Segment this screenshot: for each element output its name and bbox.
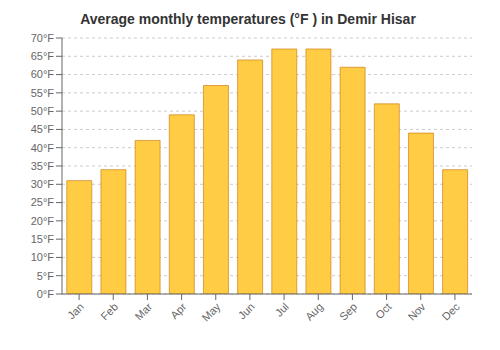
svg-text:5°F: 5°F [37, 270, 55, 282]
svg-text:Jun: Jun [236, 300, 257, 321]
svg-text:50°F: 50°F [31, 105, 55, 117]
svg-text:40°F: 40°F [31, 142, 55, 154]
svg-text:70°F: 70°F [31, 32, 55, 44]
svg-text:Nov: Nov [405, 300, 428, 323]
svg-text:45°F: 45°F [31, 123, 55, 135]
svg-text:55°F: 55°F [31, 87, 55, 99]
svg-text:25°F: 25°F [31, 196, 55, 208]
svg-text:Dec: Dec [440, 300, 463, 323]
svg-text:Jan: Jan [65, 300, 86, 321]
svg-text:0°F: 0°F [37, 288, 55, 300]
svg-text:65°F: 65°F [31, 50, 55, 62]
svg-text:Jul: Jul [273, 300, 291, 318]
svg-text:Oct: Oct [373, 300, 394, 321]
svg-text:10°F: 10°F [31, 251, 55, 263]
svg-text:Apr: Apr [168, 300, 189, 321]
svg-text:Mar: Mar [132, 300, 154, 322]
svg-text:60°F: 60°F [31, 68, 55, 80]
svg-text:35°F: 35°F [31, 160, 55, 172]
svg-text:30°F: 30°F [31, 178, 55, 190]
svg-text:May: May [200, 300, 224, 324]
svg-text:Feb: Feb [98, 300, 120, 322]
svg-text:Aug: Aug [303, 300, 325, 322]
svg-text:15°F: 15°F [31, 233, 55, 245]
svg-text:Sep: Sep [337, 300, 359, 322]
svg-text:20°F: 20°F [31, 215, 55, 227]
html-text:Average monthly temperatures (: Average monthly temperatures (°F ) in De… [80, 11, 416, 27]
